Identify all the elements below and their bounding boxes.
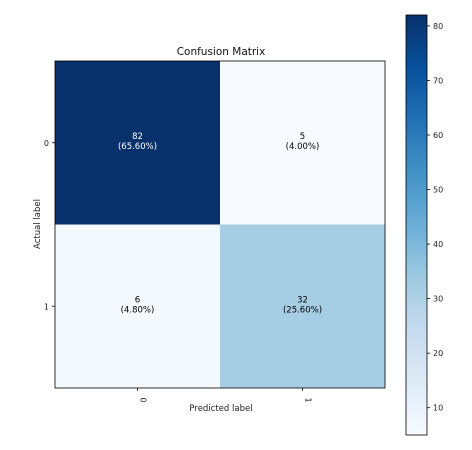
colorbar-tick-label: 40 bbox=[433, 240, 443, 249]
heatmap-cell-0-1 bbox=[220, 61, 385, 225]
chart-title: Confusion Matrix bbox=[177, 46, 266, 58]
colorbar-tick-label: 20 bbox=[433, 349, 443, 358]
y-axis-title: Actual label bbox=[33, 199, 43, 249]
heatmap-cells bbox=[55, 61, 385, 388]
heatmap-cell-1-1 bbox=[220, 224, 385, 388]
cell-count-0-1: 5 bbox=[300, 132, 305, 142]
cell-percent-0-0: (65.60%) bbox=[118, 142, 157, 152]
colorbar bbox=[405, 14, 428, 436]
cell-percent-0-1: (4.00%) bbox=[286, 142, 320, 152]
colorbar-tick-label: 10 bbox=[433, 404, 443, 413]
y-tick-label: 1 bbox=[44, 302, 49, 311]
cell-percent-1-0: (4.80%) bbox=[121, 305, 155, 315]
cell-percent-1-1: (25.60%) bbox=[283, 305, 322, 315]
colorbar-tick-label: 60 bbox=[433, 131, 443, 140]
x-tick-label: 1 bbox=[304, 397, 313, 402]
colorbar-tick-label: 30 bbox=[433, 295, 443, 304]
x-axis-title: Predicted label bbox=[189, 404, 252, 414]
cell-count-1-1: 32 bbox=[297, 295, 308, 305]
colorbar-tick-label: 80 bbox=[433, 22, 443, 31]
cell-count-1-0: 6 bbox=[135, 295, 140, 305]
colorbar-tick-label: 70 bbox=[433, 76, 443, 85]
heatmap-cell-0-0 bbox=[55, 61, 220, 225]
x-tick-label: 0 bbox=[139, 397, 148, 402]
heatmap-cell-labels: 82(65.60%) 5(4.00%) 6(4.80%) 32(25.60%) bbox=[118, 132, 322, 316]
y-axis-ticks: 01 bbox=[44, 139, 55, 311]
heatmap-cell-1-0 bbox=[55, 224, 220, 388]
cell-count-0-0: 82 bbox=[132, 132, 143, 142]
colorbar-tick-label: 50 bbox=[433, 186, 443, 195]
plot-frame bbox=[54, 60, 386, 389]
colorbar-ticks: 10 20 30 40 50 60 70 80 bbox=[427, 22, 443, 413]
y-tick-label: 0 bbox=[44, 139, 49, 148]
